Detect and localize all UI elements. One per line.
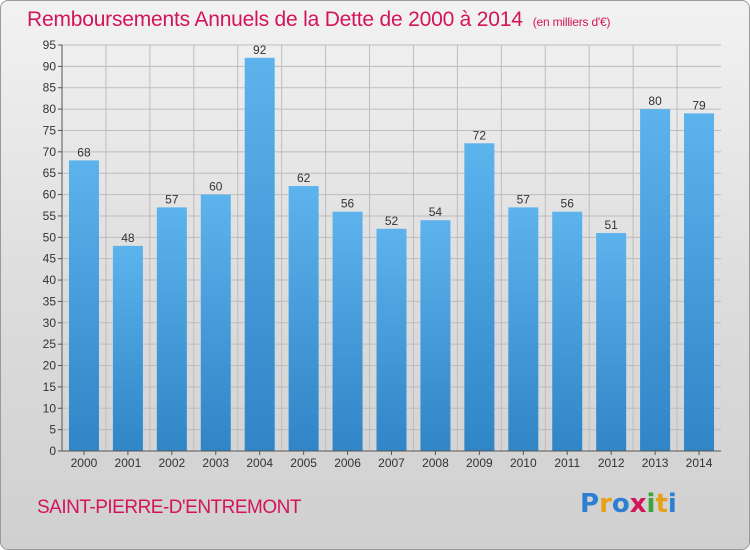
bars: 68 48 57 60 92 62 56 52 54 72 57 56 51 80 79	[68, 43, 715, 452]
y-tick-label: 20	[43, 359, 57, 373]
chart-title: Remboursements Annuels de la Dette de 20…	[27, 8, 610, 32]
x-tick-label: 2000	[71, 456, 98, 470]
bar	[332, 211, 363, 451]
x-tick-label: 2005	[290, 456, 317, 470]
title-text: Remboursements Annuels de la Dette de 20…	[27, 8, 523, 31]
bar-value-label: 57	[165, 192, 179, 206]
bar	[376, 228, 407, 451]
x-tick-label: 2009	[466, 456, 493, 470]
x-tick-label: 2001	[115, 456, 142, 470]
y-tick-label: 85	[43, 81, 57, 95]
x-tick-label: 2007	[378, 456, 405, 470]
x-tick-label: 2012	[598, 456, 625, 470]
x-tick-label: 2006	[334, 456, 361, 470]
y-tick-label: 5	[49, 423, 56, 437]
x-tick-label: 2008	[422, 456, 449, 470]
bar	[156, 207, 187, 451]
title-unit: (en milliers d'€)	[532, 15, 611, 29]
x-tick-label: 2003	[202, 456, 229, 470]
y-tick-label: 50	[43, 230, 57, 244]
bar	[684, 113, 715, 452]
bar-value-label: 54	[429, 205, 443, 219]
proxiti-logo: Proxiti	[580, 489, 677, 519]
bar	[112, 245, 143, 451]
y-tick-label: 30	[43, 316, 57, 330]
x-tick-label: 2002	[158, 456, 185, 470]
bar-value-label: 56	[561, 197, 575, 211]
x-tick-label: 2010	[510, 456, 537, 470]
x-tick-label: 2014	[686, 456, 713, 470]
y-tick-label: 45	[43, 252, 57, 266]
x-tick-label: 2004	[246, 456, 273, 470]
bar	[200, 194, 231, 451]
y-tick-label: 80	[43, 102, 57, 116]
y-tick-label: 35	[43, 294, 57, 308]
y-tick-label: 70	[43, 145, 57, 159]
x-tick-label: 2013	[642, 456, 669, 470]
y-tick-label: 65	[43, 166, 57, 180]
y-tick-label: 0	[49, 444, 56, 458]
y-tick-label: 10	[43, 401, 57, 415]
y-tick-label: 40	[43, 273, 57, 287]
bar	[68, 160, 99, 452]
bar	[244, 57, 275, 452]
y-tick-label: 60	[43, 188, 57, 202]
y-tick-label: 90	[43, 59, 57, 73]
y-tick-label: 95	[43, 38, 57, 52]
bar	[420, 220, 451, 451]
bar-value-label: 48	[121, 231, 135, 245]
bar	[640, 109, 671, 452]
y-tick-label: 55	[43, 209, 57, 223]
axes: 0 5 10 15 20 25 30 35 40 45 50 55 60 65 70 75 80 85 90 95 20…	[43, 38, 721, 470]
bar-value-label: 79	[692, 98, 706, 112]
y-tick-label: 15	[43, 380, 57, 394]
y-tick-label: 75	[43, 123, 57, 137]
bar-value-label: 56	[341, 197, 355, 211]
bar-value-label: 51	[604, 218, 618, 232]
bar	[552, 211, 583, 451]
bar-value-label: 60	[209, 180, 223, 194]
bar	[288, 186, 319, 451]
x-tick-label: 2011	[554, 456, 580, 470]
y-tick-label: 25	[43, 337, 57, 351]
bar	[508, 207, 539, 451]
commune-name: SAINT-PIERRE-D'ENTREMONT	[37, 497, 301, 518]
bar	[596, 233, 627, 451]
bar-value-label: 92	[253, 43, 267, 57]
bar-value-label: 52	[385, 214, 399, 228]
bar-value-label: 62	[297, 171, 311, 185]
bar-value-label: 57	[517, 192, 531, 206]
bar-value-label: 68	[77, 145, 91, 159]
bar	[464, 143, 495, 451]
bar-value-label: 80	[648, 94, 662, 108]
bar-value-label: 72	[473, 128, 487, 142]
